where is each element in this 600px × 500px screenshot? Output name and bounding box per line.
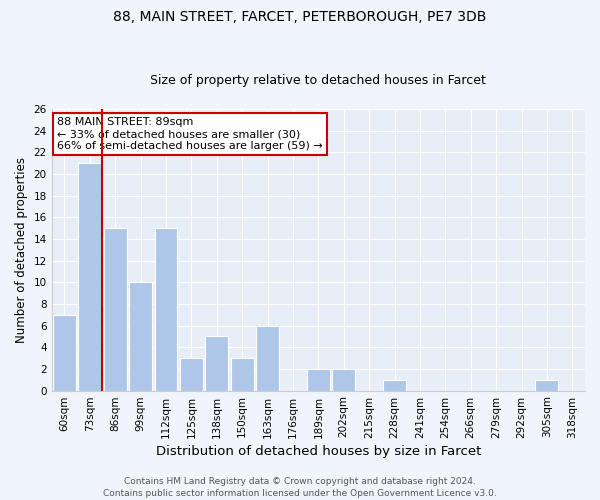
Bar	[129, 282, 152, 391]
Bar	[307, 369, 330, 390]
Text: Contains HM Land Registry data © Crown copyright and database right 2024.
Contai: Contains HM Land Registry data © Crown c…	[103, 476, 497, 498]
Bar	[79, 163, 101, 390]
Y-axis label: Number of detached properties: Number of detached properties	[15, 157, 28, 343]
Bar	[231, 358, 254, 390]
Text: 88, MAIN STREET, FARCET, PETERBOROUGH, PE7 3DB: 88, MAIN STREET, FARCET, PETERBOROUGH, P…	[113, 10, 487, 24]
Text: 88 MAIN STREET: 89sqm
← 33% of detached houses are smaller (30)
66% of semi-deta: 88 MAIN STREET: 89sqm ← 33% of detached …	[57, 118, 323, 150]
Bar	[205, 336, 228, 390]
Bar	[155, 228, 178, 390]
Bar	[104, 228, 127, 390]
Bar	[383, 380, 406, 390]
Bar	[332, 369, 355, 390]
Bar	[180, 358, 203, 390]
Bar	[256, 326, 279, 390]
Bar	[535, 380, 559, 390]
Bar	[53, 315, 76, 390]
Title: Size of property relative to detached houses in Farcet: Size of property relative to detached ho…	[151, 74, 486, 87]
X-axis label: Distribution of detached houses by size in Farcet: Distribution of detached houses by size …	[155, 444, 481, 458]
